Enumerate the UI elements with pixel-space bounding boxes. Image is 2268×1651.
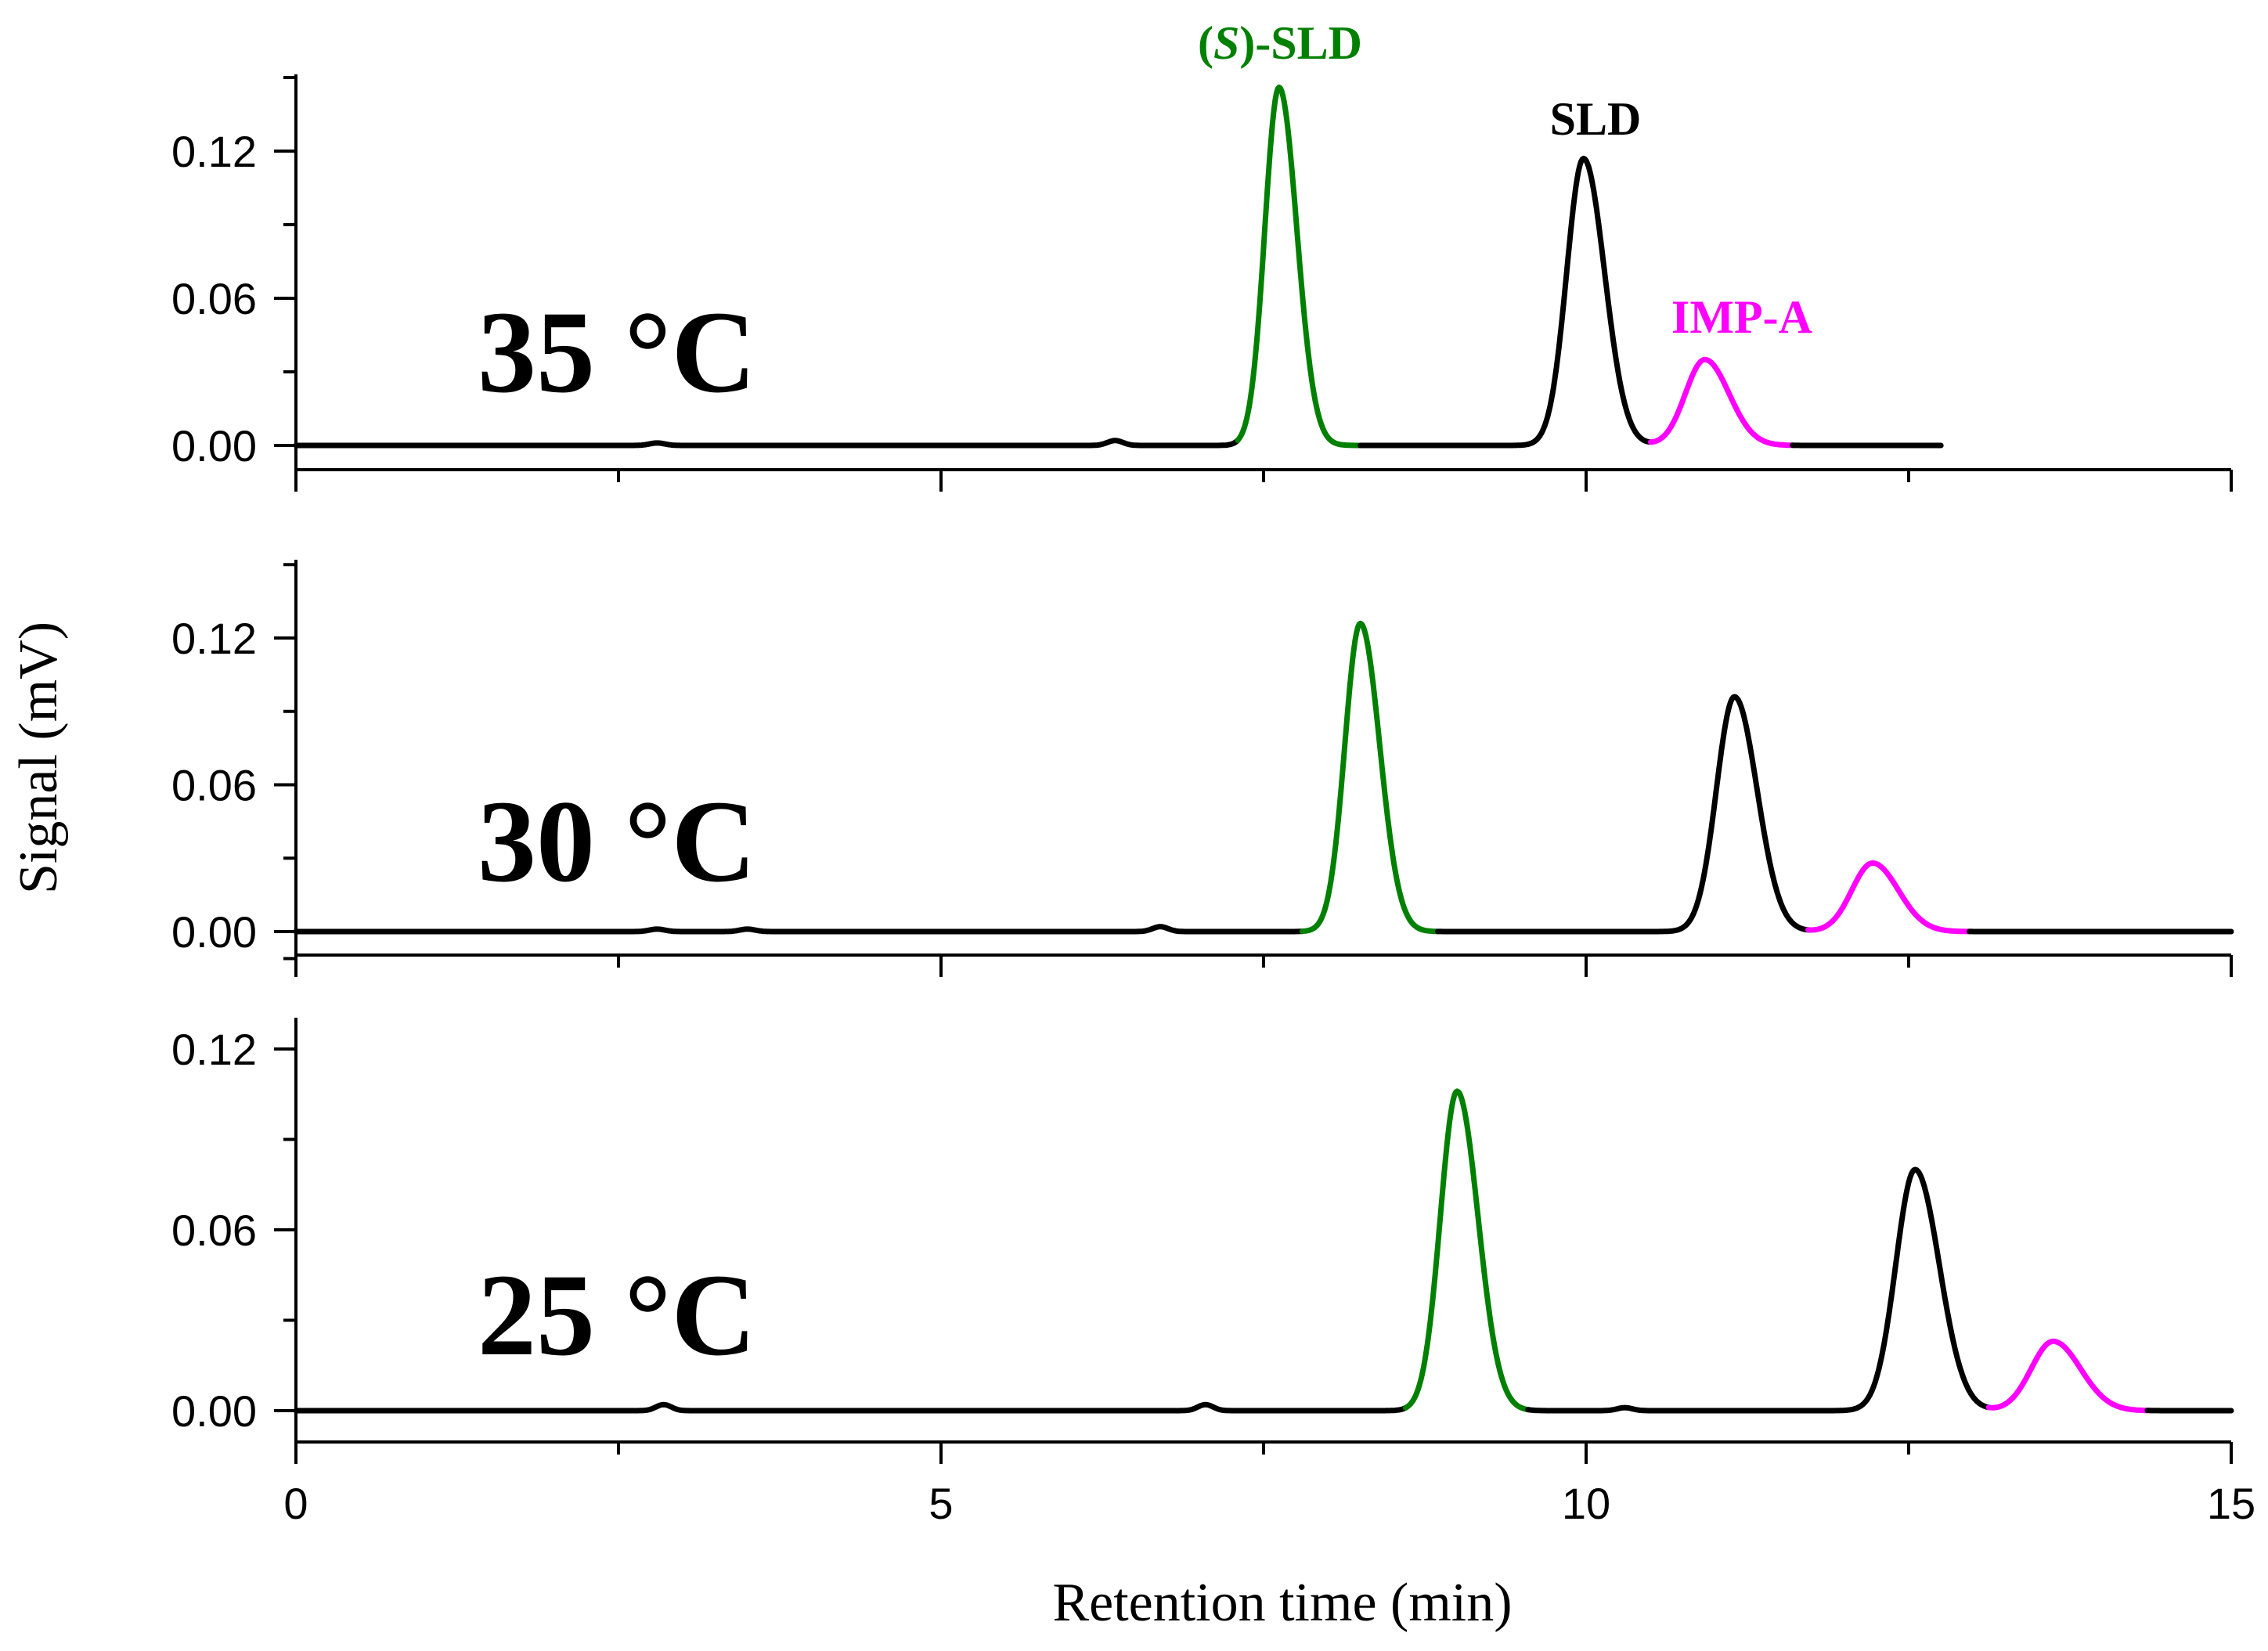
baseline-trace	[293, 924, 1305, 935]
y-axis-title: Signal (mV)	[9, 622, 69, 894]
peak-label-imp-a: IMP-A	[1671, 291, 1812, 343]
peak-label-sld: SLD	[1550, 93, 1642, 145]
baseline-trace	[293, 437, 1241, 449]
y-tick-label: 0.12	[171, 1025, 257, 1074]
y-tick-label: 0.06	[171, 1206, 257, 1255]
peak-sld-trace	[1525, 1166, 1992, 1414]
panel-1: 0.00 0.06 0.12 35 °C	[171, 74, 2233, 492]
peak-s-sld-trace	[1299, 620, 1440, 935]
temperature-label: 35 °C	[478, 287, 756, 417]
peak-imp-a-trace	[1647, 356, 1796, 449]
temperature-label: 30 °C	[478, 777, 756, 907]
x-tick-label: 10	[1562, 1479, 1610, 1528]
peak-sld-trace	[1435, 694, 1811, 935]
y-tick-label: 0.06	[171, 274, 257, 323]
baseline-trace	[293, 1401, 1408, 1414]
peak-imp-a-trace	[1985, 1338, 2151, 1414]
peak-label-s-rest: )-SLD	[1239, 17, 1362, 69]
x-tick-label: 15	[2207, 1479, 2255, 1528]
x-tick-label: 0	[283, 1479, 308, 1528]
temperature-label: 25 °C	[478, 1250, 756, 1380]
y-tick-label: 0.12	[171, 614, 257, 663]
peak-imp-a-trace	[1805, 860, 1972, 935]
y-tick-label: 0.12	[171, 127, 257, 176]
peak-s-sld-trace	[1402, 1088, 1531, 1413]
peak-s-sld-trace	[1235, 85, 1364, 449]
panel-2: 0.00 0.06 0.12 30 °C	[171, 560, 2234, 977]
peak-label-s-italic: S	[1213, 17, 1239, 69]
peak-label-s-sld: (S)-SLD	[1198, 17, 1362, 69]
y-tick-label: 0.00	[171, 421, 257, 470]
y-tick-label: 0.00	[171, 1386, 257, 1436]
panel-3: 0.00 0.06 0.12 25 °C	[171, 957, 2234, 1464]
peak-label-s-open: (	[1198, 17, 1213, 69]
y-tick-label: 0.06	[171, 761, 257, 810]
x-axis-title: Retention time (min)	[1052, 1573, 1512, 1633]
peak-sld-trace	[1358, 155, 1653, 449]
y-tick-label: 0.00	[171, 907, 257, 957]
x-tick-label: 5	[928, 1479, 953, 1528]
